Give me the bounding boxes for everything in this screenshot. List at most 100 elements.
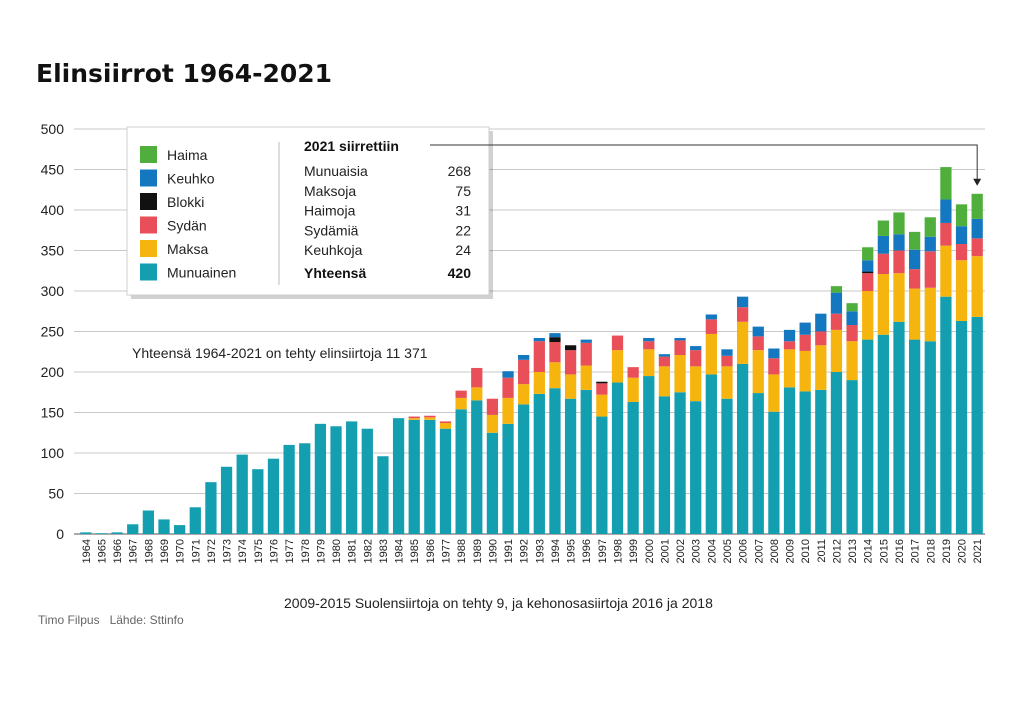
bar-munuainen <box>174 525 186 534</box>
summary-row-label: Keuhkoja <box>304 242 363 258</box>
x-tick-label: 2021 <box>972 539 984 563</box>
bar-munuainen <box>658 396 671 534</box>
x-tick-label: 2000 <box>644 539 656 563</box>
bar-munuainen <box>877 334 889 534</box>
x-tick-label: 2001 <box>659 539 671 563</box>
bar-munuainen <box>189 507 201 534</box>
bar-keuhko <box>955 226 968 245</box>
x-tick-label: 1991 <box>503 539 515 563</box>
bar-maksa <box>846 341 858 381</box>
x-tick-label: 2004 <box>706 539 718 563</box>
bar-maksa <box>611 350 624 383</box>
summary-total-label: Yhteensä <box>304 265 366 281</box>
bar-sydän <box>627 367 639 378</box>
credit: Timo Filpus Lähde: Sttinfo <box>38 613 184 627</box>
bar-munuainen <box>80 532 92 534</box>
bar-sydän <box>424 415 436 418</box>
bar-keuhko <box>924 236 936 252</box>
bar-keuhko <box>862 260 874 272</box>
bar-munuainen <box>752 393 764 534</box>
bar-munuainen <box>392 418 405 534</box>
x-tick-label: 1974 <box>237 539 249 563</box>
bar-keuhko <box>518 354 530 360</box>
bar-maksa <box>924 287 936 342</box>
summary-title: 2021 siirrettiin <box>304 138 399 154</box>
x-axis: 1964 1965 1966 1967 1968 1969 1970 1971 1972 1973… <box>81 539 984 563</box>
bar-blokki <box>564 345 577 351</box>
bar-sydän <box>736 307 749 322</box>
x-tick-label: 2015 <box>878 539 890 563</box>
x-tick-label: 1966 <box>112 539 124 563</box>
bar-sydän <box>955 244 968 261</box>
bar-munuainen <box>862 339 874 534</box>
bar-maksa <box>877 273 889 335</box>
bar-sydän <box>768 358 780 375</box>
bar-munuainen <box>908 339 921 534</box>
y-axis: 0 50 100 150 200 250 300 350 400 450 500 <box>41 121 65 542</box>
bar-haima <box>908 231 921 250</box>
legend-label: Haima <box>167 147 208 163</box>
x-tick-label: 1967 <box>128 539 140 563</box>
bar-sydän <box>502 377 514 398</box>
footnote: 2009-2015 Suolensiirtoja on tehty 9, ja … <box>284 595 713 611</box>
bar-munuainen <box>518 404 530 534</box>
legend-swatch <box>140 216 157 234</box>
y-tick-label: 300 <box>41 283 65 299</box>
bar-keuhko <box>908 249 921 270</box>
bar-maksa <box>690 366 702 402</box>
x-tick-label: 1977 <box>440 539 452 563</box>
bar-sydän <box>799 334 811 351</box>
bar-haima <box>862 247 874 261</box>
x-tick-label: 1992 <box>519 539 531 563</box>
x-tick-label: 1970 <box>175 539 187 563</box>
y-tick-label: 350 <box>41 243 65 259</box>
bar-munuainen <box>205 482 217 534</box>
bar-maksa <box>971 256 983 317</box>
bar-maksa <box>830 329 843 372</box>
bar-maksa <box>486 414 499 433</box>
bar-sydän <box>596 383 608 395</box>
bar-munuainen <box>127 524 139 534</box>
bar-munuainen <box>346 421 358 534</box>
summary-row-value: 24 <box>455 242 471 258</box>
x-tick-label: 1977 <box>284 539 296 563</box>
bar-munuainen <box>439 428 452 534</box>
legend-swatch <box>140 263 157 281</box>
bar-sydän <box>971 238 983 257</box>
bar-munuainen <box>486 432 499 534</box>
bar-munuainen <box>596 416 608 534</box>
bar-keuhko <box>549 333 561 338</box>
x-tick-label: 2008 <box>769 539 781 563</box>
bar-munuainen <box>158 519 170 534</box>
bar-keuhko <box>940 199 952 223</box>
x-tick-label: 1984 <box>394 539 406 563</box>
bar-keuhko <box>752 326 764 337</box>
summary-row-value: 22 <box>455 222 471 238</box>
bar-munuainen <box>267 458 280 534</box>
bar-maksa <box>502 397 514 424</box>
bar-munuainen <box>408 419 420 534</box>
x-tick-label: 2019 <box>941 539 953 563</box>
x-tick-label: 1968 <box>143 539 155 563</box>
bar-sydän <box>533 341 545 372</box>
y-tick-label: 0 <box>56 526 64 542</box>
x-tick-label: 1979 <box>315 539 327 563</box>
bar-maksa <box>908 288 921 340</box>
bar-keuhko <box>736 296 749 308</box>
bar-munuainen <box>533 393 545 534</box>
summary-row-label: Haimoja <box>304 203 356 219</box>
bar-sydän <box>658 356 671 367</box>
bar-munuainen <box>815 389 827 534</box>
y-tick-label: 200 <box>41 364 65 380</box>
bar-munuainen <box>455 409 467 534</box>
bar-munuainen <box>627 401 639 534</box>
x-tick-label: 1973 <box>222 539 234 563</box>
x-tick-label: 1983 <box>378 539 390 563</box>
y-tick-label: 150 <box>41 405 65 421</box>
bar-sydän <box>893 250 905 274</box>
x-tick-label: 2006 <box>738 539 750 563</box>
bar-sydän <box>908 269 921 289</box>
bar-munuainen <box>283 444 295 534</box>
y-tick-label: 400 <box>41 202 65 218</box>
legend-label: Blokki <box>167 194 204 210</box>
